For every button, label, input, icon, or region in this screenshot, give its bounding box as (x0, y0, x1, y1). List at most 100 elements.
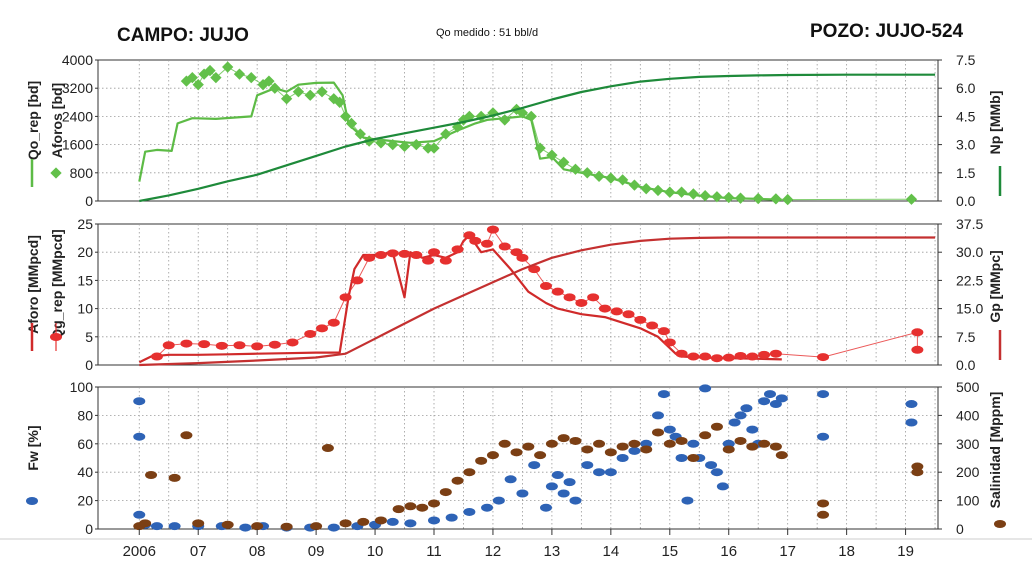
series-fw-point (563, 478, 576, 487)
series-salinidad-point (593, 439, 606, 448)
series-salinidad-point (628, 439, 641, 448)
series-fw-point (133, 510, 146, 519)
left-axis-label: Qg_rep [MMpcd] (49, 229, 65, 339)
series-salinidad-point (374, 516, 387, 525)
series-salinidad-point (746, 442, 759, 451)
series-salinidad-point (687, 454, 700, 462)
series-fw-point (675, 454, 688, 462)
series-aforo-point (486, 225, 499, 234)
series-aforo-point (516, 253, 529, 262)
series-fw-point (545, 482, 558, 491)
series-salinidad-point (463, 468, 476, 477)
series-aforo-point (363, 253, 376, 262)
series-salinidad-point (180, 431, 193, 440)
series-aforo-point (540, 282, 552, 291)
series-salinidad-point (475, 456, 488, 465)
series-salinidad-point (498, 439, 511, 448)
series-fw-point (604, 468, 617, 477)
series-aforos-point (354, 128, 366, 140)
series-salinidad-point (640, 445, 653, 454)
series-aforo-point (687, 352, 700, 361)
series-aforo-point (587, 293, 600, 302)
series-aforo-point (699, 352, 712, 361)
series-aforo-point (551, 287, 564, 296)
left-axis-label: Aforos [bd] (49, 83, 65, 158)
series-salinidad-point (439, 488, 452, 497)
series-aforos-point (581, 167, 593, 179)
legend-fw-swatch (26, 497, 38, 505)
series-fw-point (681, 496, 694, 505)
ytick-left-label: 20 (77, 493, 93, 509)
series-fw-point (168, 522, 181, 531)
series-fw-point (551, 471, 564, 480)
series-fw-point (699, 384, 712, 393)
axis-labels: Qo_rep [bd] Aforos [bd] Np [MMb] Aforo [MMp… (25, 81, 1006, 528)
series-aforo-point (469, 236, 482, 245)
series-np-line (139, 73, 936, 203)
series-aforos-point (422, 142, 434, 154)
series-aforos-point (222, 61, 234, 73)
ytick-left-label: 0 (85, 521, 93, 537)
panel-frames (97, 59, 939, 530)
series-fw-point (481, 503, 494, 512)
series-aforo-point (439, 256, 452, 265)
series-salinidad-point (817, 510, 830, 519)
series-aforo-point (233, 341, 246, 350)
series-aforo-point (710, 354, 723, 363)
series-fw-point (557, 489, 570, 498)
right-axis-label: Salinidad [Mppm] (987, 392, 1003, 509)
series-aforo-point (268, 340, 281, 349)
series-salinidad-point (145, 471, 158, 480)
series-aforo-point (817, 353, 830, 362)
series-aforo-point (563, 293, 576, 302)
ytick-right-label: 6.0 (956, 80, 976, 96)
axis-ticks: 080016002400320040000.01.53.04.56.07.505… (0, 52, 1032, 560)
series-aforo-point (198, 340, 211, 349)
series-salinidad-point (557, 434, 570, 443)
left-axis-label: Qo_rep [bd] (25, 81, 41, 160)
ytick-left-label: 3200 (62, 80, 93, 96)
series-fw-point (758, 397, 771, 406)
series-salinidad-point (604, 448, 617, 457)
series-fw-point (657, 390, 670, 399)
xtick-label: 2006 (123, 543, 156, 560)
series-aforo-point (722, 353, 735, 362)
well-title: POZO: JUJO-524 (810, 21, 964, 42)
series-aforos-point (605, 172, 617, 184)
series-aforos-point (428, 142, 440, 154)
series-salinidad-point (416, 503, 429, 512)
xtick-label: 12 (485, 543, 502, 560)
series-aforo-point (634, 315, 647, 324)
ytick-left-label: 10 (77, 301, 93, 317)
series-fw-point (705, 461, 718, 470)
series-fw-point (133, 397, 146, 406)
ytick-right-label: 7.5 (956, 329, 976, 345)
xtick-label: 17 (779, 543, 796, 560)
ytick-right-label: 22.5 (956, 272, 983, 288)
ytick-left-label: 2400 (62, 108, 93, 124)
series-fw-point (593, 468, 606, 477)
series-salinidad-point (710, 422, 723, 431)
series-aforo-point (150, 352, 163, 361)
series-fw-point (133, 432, 146, 441)
series-fw-point (740, 404, 753, 413)
series-fw-point (540, 503, 552, 512)
ytick-right-label: 200 (956, 464, 980, 480)
ytick-left-label: 800 (70, 165, 94, 181)
series-fw-point (775, 394, 788, 403)
series-salinidad-point (722, 445, 735, 454)
series-salinidad-point (734, 436, 747, 445)
series-fw-point (687, 439, 700, 448)
series-aforo-point (498, 242, 511, 251)
series-fw-point (628, 446, 641, 455)
series-aforo-point (610, 307, 623, 316)
series-fw-point (746, 425, 759, 434)
series-salinidad-point (569, 436, 582, 445)
series-aforos-point (546, 149, 558, 161)
legend-aforos-swatch (50, 167, 62, 179)
ytick-right-label: 100 (956, 493, 980, 509)
series-aforo-point (162, 341, 175, 350)
series-aforos-point (652, 184, 664, 197)
series-aforos-point (675, 186, 688, 198)
